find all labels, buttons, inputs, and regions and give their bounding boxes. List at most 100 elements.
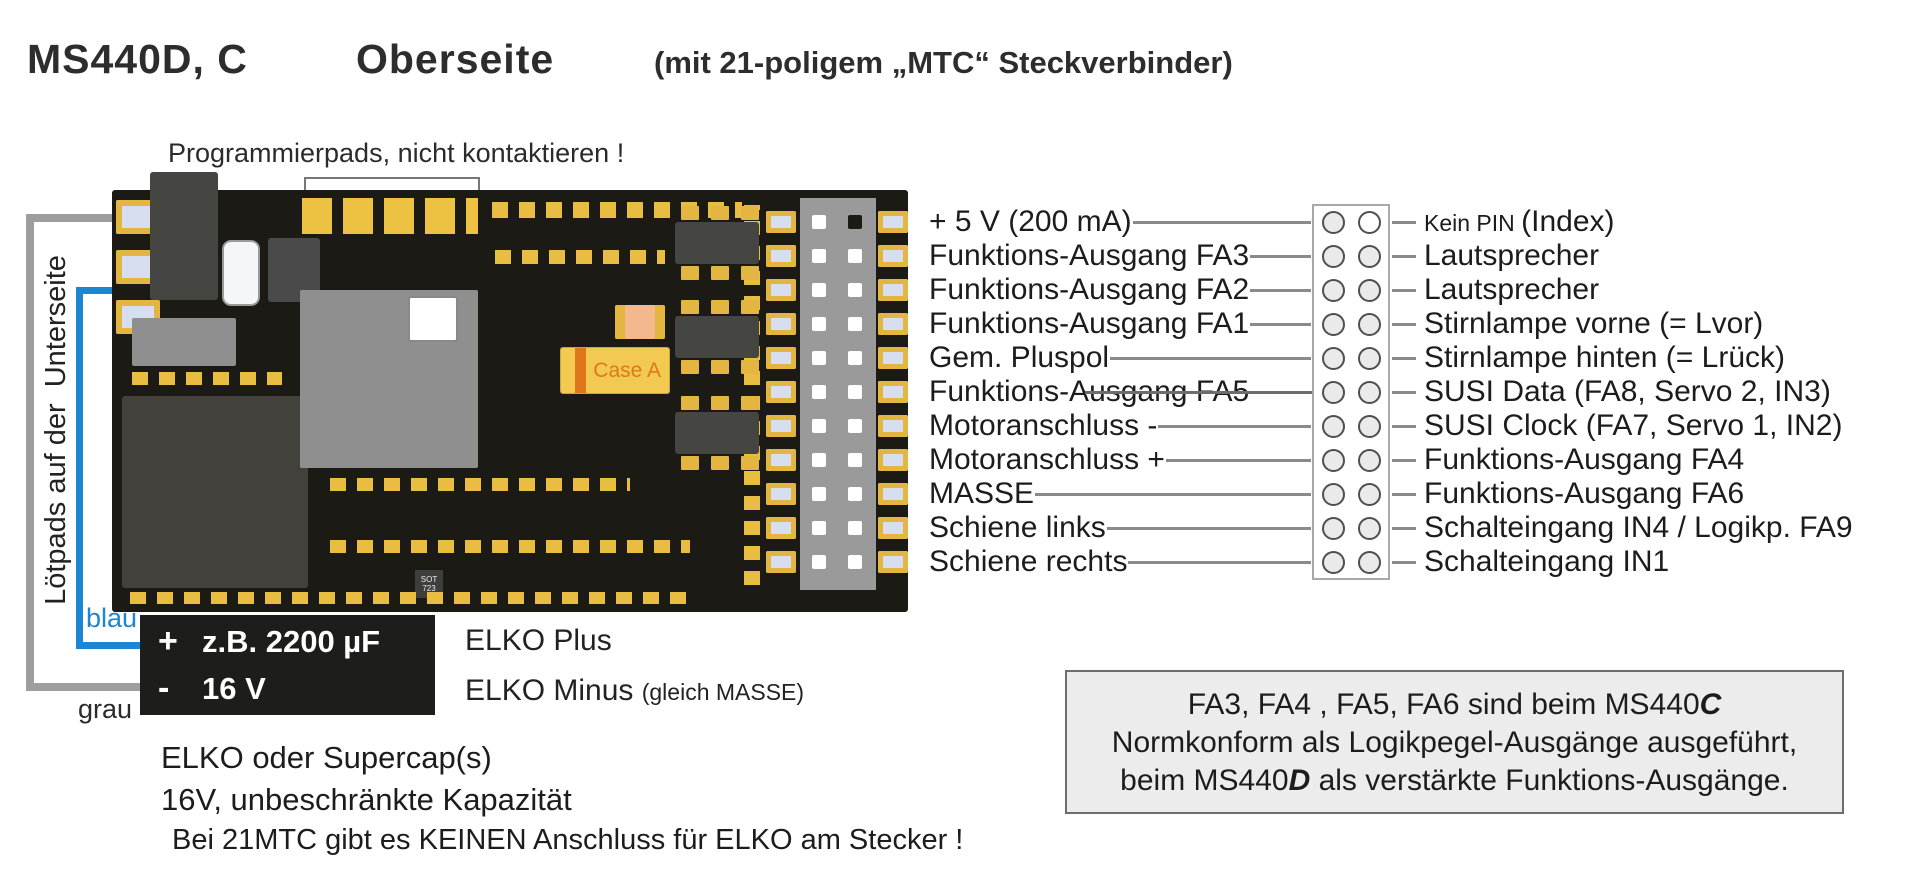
so8-pad xyxy=(681,206,699,220)
elko-minus-label-note: (gleich MASSE) xyxy=(641,679,805,705)
pin-dash-line xyxy=(1392,527,1416,530)
info-line-3-rest: als verstärkte Funktions-Ausgänge. xyxy=(1310,764,1789,797)
pin-left-label: Motoranschluss - xyxy=(929,409,1158,442)
mtc-pin-hole xyxy=(848,351,862,365)
pin-dash-line xyxy=(1392,561,1416,564)
pin-left-label: Funktions-Ausgang FA3 xyxy=(929,239,1250,272)
mtc-solder-pad-left xyxy=(766,279,796,301)
pin-row-left: Motoranschluss + xyxy=(929,443,1312,477)
pin-dash-line xyxy=(1392,221,1416,224)
programming-pads-note: Programmierpads, nicht kontaktieren ! xyxy=(168,138,625,168)
so8-pad xyxy=(741,266,759,280)
mtc-pin-hole xyxy=(812,521,826,535)
info-line-1-text: FA3, FA4 , FA5, FA6 sind beim MS440 xyxy=(1187,688,1700,721)
pin-left-label: Gem. Pluspol xyxy=(929,341,1110,374)
pad-row xyxy=(132,372,282,385)
pin-row-left: MASSE xyxy=(929,477,1312,511)
elko-minus-label: ELKO Minus (gleich MASSE) xyxy=(465,674,804,708)
pin-row-left: Funktions-Ausgang FA1 xyxy=(929,307,1312,341)
mtc-pin-hole xyxy=(812,249,826,263)
component-so8-ic xyxy=(675,316,759,358)
pin-right-label-text: Lautsprecher xyxy=(1424,273,1600,306)
mtc-solder-pad-right xyxy=(878,381,908,403)
pad-row xyxy=(330,540,690,553)
pin-right-label-text: SUSI Clock (FA7, Servo 1, IN2) xyxy=(1424,409,1843,442)
elko-plus-row: + z.B. 2200 µF xyxy=(158,622,435,661)
mtc-pin-hole xyxy=(812,385,826,399)
pin-right-label-text: Funktions-Ausgang FA4 xyxy=(1424,443,1745,476)
pin-right-label: Schalteingang IN1 xyxy=(1424,545,1669,579)
pin-right-label: Lautsprecher xyxy=(1424,239,1599,273)
pin-right-label-text: Schalteingang IN4 / Logikp. FA9 xyxy=(1424,511,1853,544)
mtc-solder-pad-left xyxy=(766,415,796,437)
tantal-capacitor-case-a: Case A xyxy=(560,347,670,394)
pin-circle-left xyxy=(1322,483,1345,506)
info-line-2: Normkonform als Logikpegel-Ausgänge ausg… xyxy=(1111,726,1798,759)
programming-pads-bracket xyxy=(304,177,480,195)
mtc-solder-pad-right xyxy=(878,347,908,369)
component-ic xyxy=(122,396,308,588)
so8-pad xyxy=(711,266,729,280)
so8-pad xyxy=(711,456,729,470)
mtc-solder-pad-left xyxy=(766,211,796,233)
pin-leader-line xyxy=(1250,254,1311,258)
elko-capacity-value: z.B. 2200 µF xyxy=(202,623,381,659)
pin-circle-right xyxy=(1358,211,1381,234)
component-ic xyxy=(150,172,218,300)
mtc-solder-pad-right xyxy=(878,313,908,335)
pin-circle-left xyxy=(1322,347,1345,370)
mtc-index-no-pin xyxy=(848,215,862,229)
so8-pad xyxy=(711,206,729,220)
capacitor-polarity-stripe xyxy=(575,348,586,393)
pin-dash-line xyxy=(1392,391,1416,394)
pin-leader-line xyxy=(1250,322,1311,326)
so8-pad xyxy=(681,396,699,410)
mtc-pin-hole xyxy=(848,555,862,569)
info-line-1: FA3, FA4 , FA5, FA6 sind beim MS440C xyxy=(1067,686,1842,724)
mtc-pin-hole xyxy=(848,283,862,297)
pin-circle-left xyxy=(1322,279,1345,302)
so8-pad xyxy=(741,206,759,220)
pin-left-label: Schiene rechts xyxy=(929,545,1128,578)
pin-row-left: Funktions-Ausgang FA3 xyxy=(929,239,1312,273)
pin-right-label-text: (Index) xyxy=(1521,205,1615,238)
pin-leader-line xyxy=(1165,458,1311,462)
fa-outputs-info-box: FA3, FA4 , FA5, FA6 sind beim MS440C Nor… xyxy=(1065,670,1844,814)
mtc-pin-hole xyxy=(848,419,862,433)
pin-circle-right xyxy=(1358,313,1381,336)
page-title-side: Oberseite xyxy=(356,36,555,82)
pin-circle-left xyxy=(1322,313,1345,336)
pin-leader-line xyxy=(1250,288,1311,292)
mtc-solder-pad-left xyxy=(766,245,796,267)
pin-right-label-text: Stirnlampe vorne (= Lvor) xyxy=(1424,307,1764,340)
pin-left-label: MASSE xyxy=(929,477,1035,510)
pin-leader-line xyxy=(1035,492,1311,496)
elko-capacitor-box: + z.B. 2200 µF - 16 V xyxy=(140,615,435,715)
pin-circle-left xyxy=(1322,211,1345,234)
mtc-solder-pad-left xyxy=(766,449,796,471)
pin-leader-line xyxy=(1110,356,1311,360)
mtc-pin-hole xyxy=(848,453,862,467)
mtc-solder-pad-right xyxy=(878,551,908,573)
pin-circle-right xyxy=(1358,449,1381,472)
so8-pad xyxy=(681,266,699,280)
pin-circle-left xyxy=(1322,517,1345,540)
component-so8-ic xyxy=(675,412,759,454)
mtc-pin-hole xyxy=(812,351,826,365)
component-white xyxy=(408,296,458,342)
mtc-pin-hole xyxy=(848,317,862,331)
elko-minus-label-text: ELKO Minus xyxy=(465,674,642,707)
capacitor xyxy=(615,305,665,339)
pin-leader-line xyxy=(1132,220,1311,224)
mtc-solder-pad-left xyxy=(766,517,796,539)
pin-right-label-text: Lautsprecher xyxy=(1424,239,1600,272)
pin-circle-right xyxy=(1358,279,1381,302)
pin-left-label: + 5 V (200 mA) xyxy=(929,205,1132,238)
pin-row-left: Schiene links xyxy=(929,511,1312,545)
pin-right-label: Funktions-Ausgang FA4 xyxy=(1424,443,1744,477)
pin-circle-right xyxy=(1358,347,1381,370)
pin-row-left: Schiene rechts xyxy=(929,545,1312,579)
gray-wire-bottom-segment xyxy=(26,683,160,691)
pin-right-label: Funktions-Ausgang FA6 xyxy=(1424,477,1744,511)
mtc-solder-pad-left xyxy=(766,483,796,505)
